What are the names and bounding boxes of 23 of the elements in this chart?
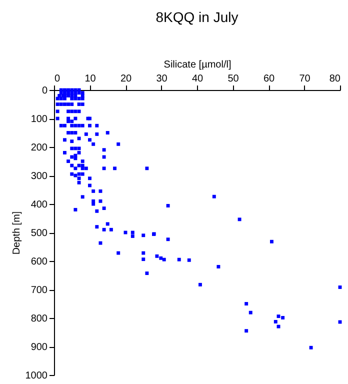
y-tick-label: 800 — [30, 314, 48, 324]
x-tick-label: 40 — [192, 74, 204, 84]
x-tick-label: 20 — [120, 74, 132, 84]
x-tick-label: 10 — [84, 74, 96, 84]
y-tick-label: 200 — [30, 142, 48, 154]
y-tick-label: 700 — [30, 285, 48, 296]
y-tick-label: 900 — [30, 342, 48, 353]
x-axis-title: Silicate [µmol/l] — [164, 60, 232, 70]
y-tick-label: 1000 — [25, 370, 48, 382]
x-tick-label: 60 — [263, 74, 275, 84]
y-tick-label: 0 — [42, 86, 48, 96]
y-tick-label: 300 — [30, 171, 48, 182]
x-tick-label: 50 — [228, 74, 240, 84]
y-tick-label: 100 — [30, 114, 48, 125]
x-tick-label: 70 — [299, 74, 311, 84]
x-tick-label: 30 — [156, 74, 168, 84]
y-tick-label: 600 — [30, 256, 48, 268]
y-tick-label: 500 — [30, 228, 48, 239]
x-tick-label: 0 — [54, 74, 60, 84]
y-axis-title: Depth [m] — [11, 211, 22, 255]
y-tick-label: 400 — [30, 200, 48, 210]
chart-title: 8KQQ in July — [156, 9, 238, 25]
x-tick-label: 80 — [329, 74, 341, 84]
